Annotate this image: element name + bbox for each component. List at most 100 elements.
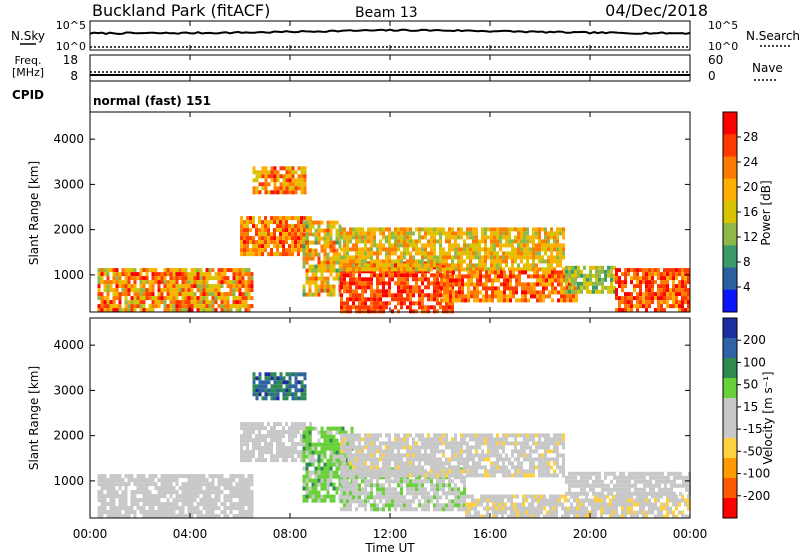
heatmap-cell [169, 276, 173, 281]
heatmap-cell [349, 503, 352, 508]
heatmap-cell [439, 227, 442, 232]
heatmap-cell [502, 465, 505, 470]
heatmap-cell [514, 267, 517, 272]
heatmap-cell [343, 255, 346, 260]
heatmap-cell [460, 457, 463, 462]
heatmap-cell [261, 454, 264, 459]
heatmap-cell [133, 300, 137, 305]
heatmap-cell [532, 227, 535, 232]
heatmap-cell [370, 277, 373, 282]
heatmap-cell [208, 490, 212, 495]
heatmap-cell [382, 309, 385, 314]
heatmap-cell [338, 244, 342, 249]
heatmap-cell [551, 290, 554, 295]
heatmap-cell [273, 174, 277, 179]
heatmap-cell [601, 277, 604, 282]
heatmap-cell [530, 286, 533, 291]
heatmap-cell [490, 239, 493, 244]
heatmap-cell [467, 286, 470, 291]
heatmap-cell [279, 380, 283, 385]
heatmap-cell [247, 292, 251, 297]
heatmap-cell [415, 449, 418, 454]
heatmap-cell [373, 239, 376, 244]
heatmap-cell [238, 268, 242, 273]
heatmap-cell [370, 267, 373, 272]
heatmap-cell [418, 479, 421, 484]
heatmap-cell [397, 441, 400, 446]
heatmap-cell [463, 495, 466, 500]
heatmap-cell [264, 248, 267, 253]
heatmap-cell [473, 282, 476, 287]
heatmap-cell [445, 235, 448, 240]
heatmap-cell [508, 267, 511, 272]
heatmap-cell [385, 453, 388, 458]
heatmap-cell [468, 514, 471, 519]
heatmap-cell [320, 236, 324, 241]
heatmap-cell [536, 298, 539, 303]
heatmap-cell [109, 288, 113, 293]
heatmap-cell [370, 479, 373, 484]
heatmap-cell [469, 235, 472, 240]
heatmap-cell [252, 186, 256, 191]
heatmap-cell [500, 290, 503, 295]
heatmap-cell [291, 426, 294, 431]
heatmap-cell [645, 276, 648, 281]
heatmap-cell [193, 494, 197, 499]
heatmap-cell [267, 434, 270, 439]
heatmap-cell [454, 251, 457, 256]
heatmap-cell [445, 469, 448, 474]
heatmap-cell [547, 461, 550, 466]
heatmap-cell [526, 235, 529, 240]
heatmap-cell [511, 453, 514, 458]
heatmap-cell [343, 247, 346, 252]
heatmap-cell [630, 292, 633, 297]
heatmap-cell [311, 292, 315, 297]
heatmap-cell [601, 289, 604, 294]
heatmap-cell [397, 235, 400, 240]
heatmap-cell [415, 469, 418, 474]
heatmap-cell [548, 270, 551, 275]
heatmap-cell [463, 503, 466, 508]
heatmap-cell [406, 445, 409, 450]
heatmap-cell [255, 392, 259, 397]
heatmap-cell [379, 259, 382, 264]
heatmap-cell [493, 441, 496, 446]
heatmap-cell [279, 446, 282, 451]
heatmap-cell [326, 236, 330, 241]
heatmap-cell [273, 232, 276, 237]
heatmap-cell [493, 263, 496, 268]
heatmap-cell [264, 240, 267, 245]
heatmap-cell [490, 251, 493, 256]
heatmap-cell [329, 236, 333, 241]
heatmap-cell [577, 289, 580, 294]
heatmap-cell [382, 227, 385, 232]
heatmap-cell [202, 304, 206, 309]
heatmap-cell [412, 441, 415, 446]
heatmap-cell [495, 502, 498, 507]
heatmap-cell [142, 482, 146, 487]
heatmap-cell [484, 247, 487, 252]
heatmap-cell [193, 498, 197, 503]
heatmap-cell [486, 506, 489, 511]
heatmap-cell [535, 449, 538, 454]
heatmap-cell [343, 473, 346, 478]
heatmap-cell [571, 285, 574, 290]
heatmap-cell [276, 174, 280, 179]
heatmap-cell [343, 273, 346, 278]
heatmap-cell [370, 465, 373, 470]
heatmap-cell [127, 284, 131, 289]
heatmap-cell [412, 445, 415, 450]
heatmap-cell [418, 267, 421, 272]
heatmap-cell [645, 288, 648, 293]
heatmap-cell [199, 280, 203, 285]
heatmap-cell [241, 514, 245, 519]
heatmap-cell [112, 478, 116, 483]
heatmap-cell [148, 490, 152, 495]
heatmap-cell [409, 235, 412, 240]
heatmap-cell [421, 305, 424, 310]
heatmap-cell [361, 487, 364, 492]
heatmap-cell [314, 474, 318, 479]
heatmap-cell [181, 506, 185, 511]
heatmap-cell [302, 252, 306, 257]
heatmap-cell [172, 498, 176, 503]
